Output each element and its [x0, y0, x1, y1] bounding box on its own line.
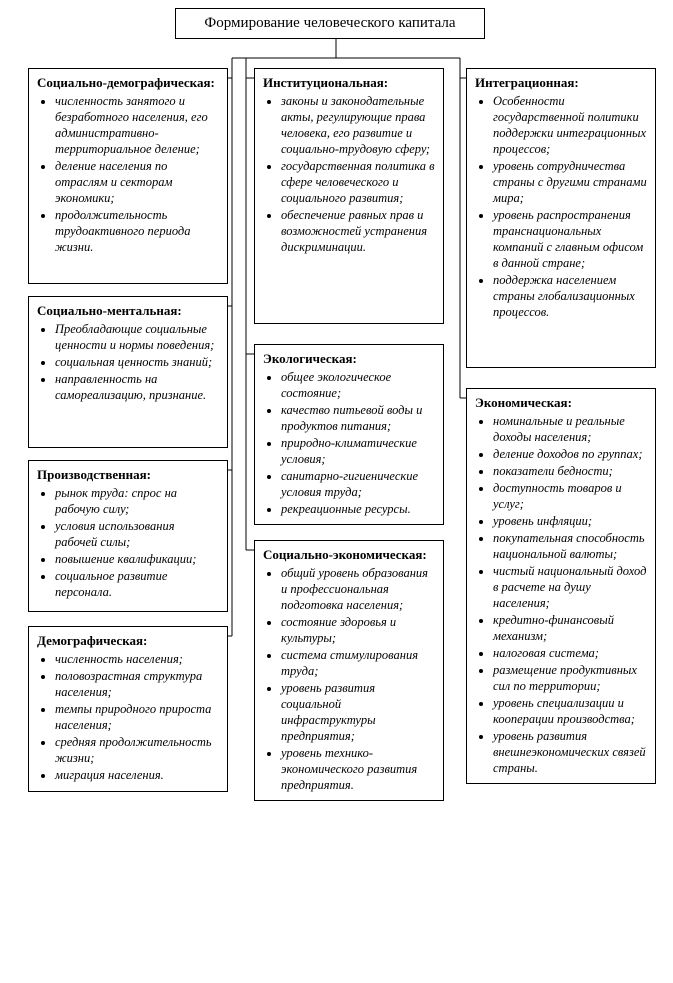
block-item: уровень инфляции;: [493, 513, 647, 529]
diagram-title: Формирование человеческого капитала: [175, 8, 485, 39]
block-item-list: общий уровень образования и профессионал…: [263, 565, 435, 793]
block-title: Экологическая:: [263, 351, 435, 367]
block-item: санитарно-гигиенические условия труда;: [281, 468, 435, 500]
diagram-root: Формирование человеческого капитала Соци…: [0, 0, 673, 983]
block-item: половозрастная структура населения;: [55, 668, 219, 700]
block-item-list: законы и законодательные акты, регулирую…: [263, 93, 435, 255]
block-title: Демографическая:: [37, 633, 219, 649]
block-item: рынок труда: спрос на рабочую силу;: [55, 485, 219, 517]
block-item: поддержка населением страны глобализацио…: [493, 272, 647, 320]
block-item: уровень распространения транснациональны…: [493, 207, 647, 271]
block-item: деление населения по отраслям и секторам…: [55, 158, 219, 206]
block-item: номинальные и реальные доходы населения;: [493, 413, 647, 445]
block-item: налоговая система;: [493, 645, 647, 661]
block-title: Институциональная:: [263, 75, 435, 91]
block-item: численность населения;: [55, 651, 219, 667]
block-title: Социально-экономическая:: [263, 547, 435, 563]
block-item: рекреационные ресурсы.: [281, 501, 435, 517]
block-item: миграция населения.: [55, 767, 219, 783]
block-item: Преобладающие социальные ценности и норм…: [55, 321, 219, 353]
block-item: природно-климатические условия;: [281, 435, 435, 467]
block-item: социальная ценность знаний;: [55, 354, 219, 370]
block-item-list: численность занятого и безработного насе…: [37, 93, 219, 255]
block-item-list: рынок труда: спрос на рабочую силу;услов…: [37, 485, 219, 600]
block-item: уровень сотрудничества страны с другими …: [493, 158, 647, 206]
block-item: социальное развитие персонала.: [55, 568, 219, 600]
block-item: доступность товаров и услуг;: [493, 480, 647, 512]
block-item: размещение продуктивных сил по территори…: [493, 662, 647, 694]
block-item-list: Преобладающие социальные ценности и норм…: [37, 321, 219, 403]
block-item: покупательная способность национальной в…: [493, 530, 647, 562]
category-block: Производственная: рынок труда: спрос на р…: [28, 460, 228, 612]
block-item-list: общее экологическое состояние;качество п…: [263, 369, 435, 517]
block-item: темпы природного прироста населения;: [55, 701, 219, 733]
block-item: кредитно-финансовый механизм;: [493, 612, 647, 644]
block-item: общее экологическое состояние;: [281, 369, 435, 401]
block-item: повышение квалификации;: [55, 551, 219, 567]
category-block: Демографическая: численность населения;по…: [28, 626, 228, 792]
block-item-list: номинальные и реальные доходы населения;…: [475, 413, 647, 776]
block-item: уровень специализации и кооперации произ…: [493, 695, 647, 727]
block-item: чистый национальный доход в расчете на д…: [493, 563, 647, 611]
category-block: Социально-экономическая: общий уровень об…: [254, 540, 444, 801]
block-title: Социально-демографическая:: [37, 75, 219, 91]
category-block: Интеграционная: Особенности государственн…: [466, 68, 656, 368]
block-title: Интеграционная:: [475, 75, 647, 91]
block-item: система стимулирования труда;: [281, 647, 435, 679]
block-item: Особенности государственной политики под…: [493, 93, 647, 157]
block-title: Производственная:: [37, 467, 219, 483]
category-block: Социально-демографическая: численность за…: [28, 68, 228, 284]
block-item: законы и законодательные акты, регулирую…: [281, 93, 435, 157]
block-item: направленность на самореализацию, призна…: [55, 371, 219, 403]
block-item: численность занятого и безработного насе…: [55, 93, 219, 157]
block-item: обеспечение равных прав и возможностей у…: [281, 207, 435, 255]
block-item: показатели бедности;: [493, 463, 647, 479]
block-item: средняя продолжительность жизни;: [55, 734, 219, 766]
block-item: состояние здоровья и культуры;: [281, 614, 435, 646]
block-item: государственная политика в сфере человеч…: [281, 158, 435, 206]
block-title: Социально-ментальная:: [37, 303, 219, 319]
category-block: Экологическая: общее экологическое состоя…: [254, 344, 444, 525]
block-item: качество питьевой воды и продуктов питан…: [281, 402, 435, 434]
block-item: уровень развития социальной инфраструкту…: [281, 680, 435, 744]
category-block: Институциональная: законы и законодательн…: [254, 68, 444, 324]
block-item: условия использования рабочей силы;: [55, 518, 219, 550]
category-block: Социально-ментальная: Преобладающие социа…: [28, 296, 228, 448]
block-item-list: Особенности государственной политики под…: [475, 93, 647, 320]
block-item: уровень технико-экономического развития …: [281, 745, 435, 793]
category-block: Экономическая: номинальные и реальные дох…: [466, 388, 656, 784]
block-item: общий уровень образования и профессионал…: [281, 565, 435, 613]
block-title: Экономическая:: [475, 395, 647, 411]
block-item: продолжительность трудоактивного периода…: [55, 207, 219, 255]
block-item-list: численность населения;половозрастная стр…: [37, 651, 219, 783]
block-item: деление доходов по группах;: [493, 446, 647, 462]
block-item: уровень развития внешнеэкономических свя…: [493, 728, 647, 776]
